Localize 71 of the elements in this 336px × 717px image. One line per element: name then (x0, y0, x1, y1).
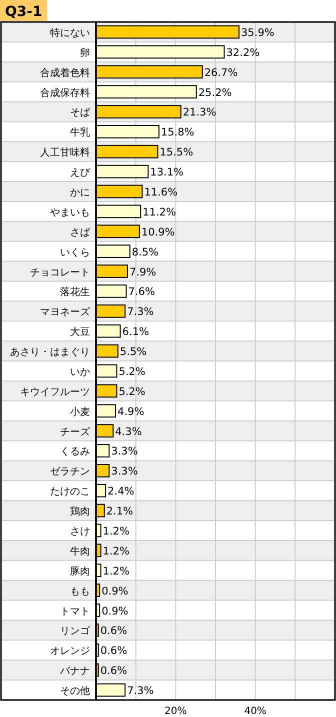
x-tick-label: 40% (244, 706, 266, 717)
data-label: 32.2% (226, 46, 260, 59)
data-label: 26.7% (204, 66, 238, 79)
data-label: 3.3% (111, 446, 138, 458)
data-label: 2.1% (106, 506, 134, 518)
x-tick-label: 20% (164, 706, 187, 717)
y-tick-label: そば (70, 108, 91, 119)
y-tick-label: いくら (60, 247, 90, 258)
y-tick-label: 牛乳 (70, 126, 90, 139)
data-label: 7.3% (127, 685, 154, 698)
y-tick-label: リンゴ (60, 625, 91, 638)
data-label: 7.9% (129, 266, 156, 278)
data-label: 4.9% (118, 406, 144, 418)
y-tick-label: その他 (60, 685, 90, 698)
data-label: 0.9% (102, 605, 128, 618)
y-tick-label: 合成保存料 (40, 86, 90, 99)
y-tick-label: マヨネーズ (40, 306, 91, 318)
data-label: 4.3% (115, 426, 142, 438)
y-tick-label: チーズ (60, 426, 91, 438)
y-tick-label: あさり・はまぐり (10, 347, 90, 358)
y-tick-label: 大豆 (70, 326, 90, 338)
y-tick-label: 卵 (80, 46, 90, 59)
data-label: 15.8% (160, 126, 194, 139)
y-tick-label: 特にない (50, 26, 90, 39)
y-tick-label: キウイフルーツ (20, 386, 90, 398)
y-tick-label: もも (70, 586, 90, 598)
data-label: 8.5% (132, 246, 159, 258)
data-label: 25.2% (198, 86, 232, 99)
data-label: 21.3% (182, 106, 216, 119)
y-tick-label: トマト (60, 606, 90, 618)
y-tick-label: バナナ (59, 666, 90, 678)
y-tick-label: 豚肉 (70, 566, 90, 578)
y-tick-label: 鶏肉 (70, 506, 90, 518)
y-tick-label: かに (70, 188, 90, 198)
y-tick-label: 落花生 (60, 286, 90, 298)
data-label: 0.6% (100, 645, 128, 658)
title: Q3-1 (5, 4, 42, 20)
y-tick-label: チョコレート (30, 267, 90, 278)
data-label: 11.6% (144, 186, 178, 198)
data-label: 11.2% (142, 206, 176, 218)
y-tick-label: えび (70, 168, 91, 179)
y-tick-label: 小麦 (70, 406, 90, 418)
y-tick-label: 合成着色料 (40, 66, 90, 79)
data-label: 5.2% (118, 386, 146, 398)
data-label: 7.3% (127, 306, 154, 318)
data-label: 13.1% (150, 166, 184, 179)
data-label: 10.9% (141, 226, 175, 238)
data-label: 3.3% (111, 466, 138, 478)
data-label: 2.4% (108, 486, 134, 498)
y-tick-label: 牛肉 (70, 545, 90, 558)
y-tick-label: くるみ (60, 446, 90, 458)
data-label: 5.2% (118, 366, 146, 378)
data-label: 5.5% (120, 346, 147, 358)
y-tick-label: ゼラチン (50, 466, 90, 478)
data-label: 1.2% (102, 565, 130, 578)
data-label: 0.6% (100, 625, 128, 638)
y-tick-label: 人工甘味料 (40, 146, 90, 159)
y-tick-label: オレンジ (50, 646, 90, 658)
data-label: 7.6% (128, 286, 155, 298)
data-label: 0.6% (100, 665, 128, 678)
data-label: 0.9% (102, 585, 128, 598)
data-label: 6.1% (122, 326, 149, 338)
data-label: 1.2% (102, 545, 130, 558)
data-label: 15.5% (160, 146, 194, 159)
y-tick-label: やまいも (50, 207, 90, 218)
y-tick-label: さば (70, 227, 91, 238)
y-tick-label: さけ (70, 526, 90, 538)
data-label: 35.9% (241, 26, 274, 39)
y-tick-label: いか (70, 366, 90, 378)
data-label: 1.2% (102, 526, 130, 538)
y-tick-label: たけのこ (50, 486, 90, 498)
